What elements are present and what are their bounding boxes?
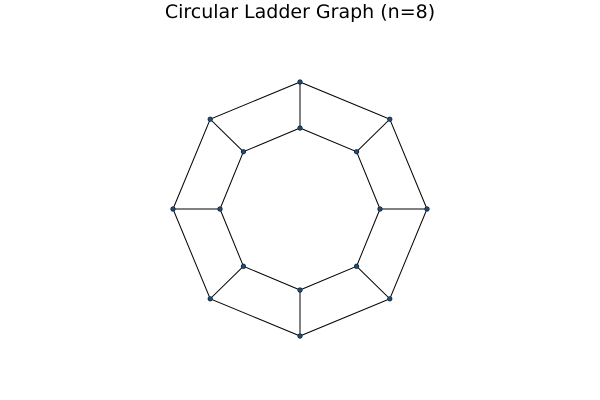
graph-node-o6	[170, 206, 176, 212]
graph-node-i7	[240, 149, 247, 155]
graph-edge-o1-o2	[389, 119, 428, 210]
graph-edge-i3-i4	[299, 265, 357, 291]
graph-edge-o2-o3	[389, 208, 428, 299]
graph-node-o0	[297, 79, 303, 85]
graph-edge-o3-i3	[356, 265, 391, 300]
graph-edge-o1-i1	[356, 118, 391, 153]
graph-edge-o6-o7	[172, 119, 211, 210]
graph-edge-o0-o1	[299, 81, 390, 120]
graph-node-i1	[353, 149, 360, 155]
graph-node-o1	[387, 116, 393, 122]
graph-node-o2	[424, 206, 430, 212]
graph-node-i3	[353, 263, 360, 269]
graph-node-o3	[387, 296, 393, 302]
graph-node-o7	[207, 116, 213, 122]
edges-layer	[172, 81, 428, 337]
graph-edge-o5-o6	[172, 208, 211, 299]
graph-edge-i1-i2	[356, 151, 381, 210]
graph-node-i5	[240, 263, 247, 269]
graph-edge-i4-i5	[243, 265, 301, 291]
nodes-layer	[170, 79, 430, 339]
graph-node-i6	[217, 206, 223, 212]
graph-edge-o7-i7	[209, 118, 244, 153]
graph-edge-o3-o4	[299, 298, 390, 337]
graph-edge-i7-i0	[243, 127, 301, 153]
graph-node-i2	[377, 206, 383, 212]
graph-edge-o7-o0	[210, 81, 301, 120]
graph-edge-o5-i5	[209, 265, 244, 300]
graph-edge-i0-i1	[299, 127, 357, 153]
figure-title: Circular Ladder Graph (n=8)	[164, 1, 436, 23]
graph-edge-i5-i6	[219, 208, 244, 267]
graph-edge-i6-i7	[219, 151, 244, 210]
graph-node-i0	[297, 125, 303, 131]
graph-node-i4	[297, 287, 303, 293]
graph-edge-o4-o5	[210, 298, 301, 337]
graph-node-o5	[207, 296, 213, 302]
graph-node-o4	[297, 333, 303, 339]
graph-edge-i2-i3	[356, 208, 381, 267]
